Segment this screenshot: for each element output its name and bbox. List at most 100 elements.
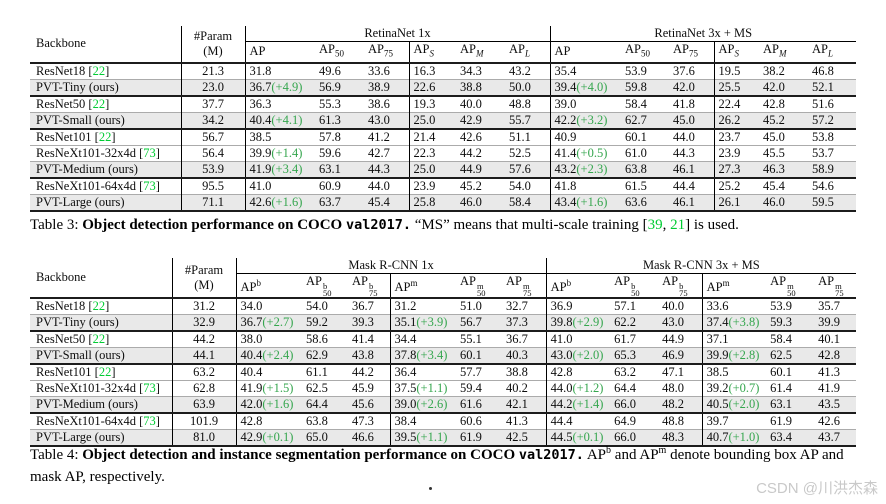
gain-delta: (+0.7) <box>728 381 760 395</box>
citation-link[interactable]: 21 <box>670 217 686 233</box>
value-cell: 57.1 <box>614 299 636 313</box>
col-header-metric: APM <box>759 41 808 64</box>
col-header-metric: APm <box>389 273 456 299</box>
col-header-metric: APS <box>713 41 759 64</box>
gain-delta: (+1.0) <box>728 430 760 444</box>
table-row: PVT-Medium (ours) 53.9 41.9(+3.4) 63.1 44.3 2… <box>30 160 857 178</box>
value-cell: 44.4 <box>669 176 714 194</box>
value-cell: 42.8 <box>814 347 857 364</box>
value-cell: 41.8 <box>549 176 621 194</box>
value-cell: 38.5 <box>245 127 315 145</box>
value-cell: 40.4 <box>236 363 302 381</box>
backbone-cell: ResNet50 [22] <box>30 330 172 348</box>
value-cell: 53.9 <box>625 63 647 78</box>
value-cell: 37.6 <box>673 63 695 78</box>
gain-delta: (+3.9) <box>416 315 448 329</box>
value-cell: 56.7 <box>456 314 502 331</box>
value-cell: 45.4 <box>759 176 808 194</box>
backbone-cell: ResNet101 [22] <box>30 363 172 381</box>
value-cell: 43.7 <box>814 429 857 447</box>
value-cell: 26.1 <box>713 193 759 212</box>
col-header-metric: AP m 75 <box>814 273 857 299</box>
param-cell: 44.2 <box>171 330 237 348</box>
citation-link[interactable]: 22 <box>98 365 112 379</box>
param-cell: 21.3 <box>180 62 246 79</box>
value-cell: 33.6 <box>368 63 390 78</box>
value-cell: 54.0 <box>505 176 550 194</box>
value-cell: 64.4 <box>302 396 348 413</box>
gain-delta: (+1.6) <box>262 397 294 411</box>
value-cell: 26.2 <box>713 111 759 129</box>
value-cell: 43.2 <box>509 63 531 78</box>
value-cell: 55.1 <box>456 330 502 348</box>
value-cell: 39.9(+2.8) <box>701 347 767 364</box>
value-cell: 59.3 <box>766 314 815 331</box>
backbone-cell: ResNet50 [22] <box>30 94 181 112</box>
col-header-metric: AP m 75 <box>502 273 547 299</box>
value-cell: 58.4 <box>621 94 669 112</box>
gain-delta: (+3.4) <box>416 348 448 362</box>
value-cell: 60.9 <box>315 176 364 194</box>
citation-link[interactable]: 22 <box>92 299 106 313</box>
param-cell: 101.9 <box>171 412 237 430</box>
citation-link[interactable]: 22 <box>92 332 106 346</box>
citation-link[interactable]: 22 <box>92 96 106 111</box>
value-cell: 58.6 <box>302 330 348 348</box>
value-cell: 41.3 <box>814 363 857 381</box>
backbone-cell: ResNeXt101-64x4d [73] <box>30 412 172 430</box>
value-cell: 48.0 <box>658 380 703 397</box>
citation-link[interactable]: 73 <box>143 381 156 395</box>
value-cell: 46.1 <box>669 160 714 178</box>
value-cell: 61.0 <box>621 144 669 161</box>
value-cell: 61.7 <box>610 330 659 348</box>
value-cell: 37.1 <box>701 330 767 348</box>
col-header-metric: APb <box>236 273 302 299</box>
citation-link[interactable]: 39 <box>647 217 663 233</box>
value-cell: 62.5 <box>302 380 348 397</box>
param-cell: 62.8 <box>171 380 237 397</box>
citation-link[interactable]: 73 <box>143 178 156 193</box>
value-cell: 39.2(+0.7) <box>701 380 767 397</box>
gain-delta: (+1.4) <box>572 397 604 411</box>
value-cell: 42.8 <box>759 94 808 112</box>
value-cell: 41.0 <box>545 330 611 348</box>
citation-link[interactable]: 22 <box>98 129 112 144</box>
value-cell: 53.8 <box>808 127 857 145</box>
value-cell: 55.3 <box>315 94 364 112</box>
col-header-metric: AP50 <box>621 41 669 64</box>
value-cell: 38.5 <box>701 363 767 381</box>
value-cell: 46.9 <box>658 347 703 364</box>
value-cell: 51.1 <box>505 127 550 145</box>
value-cell: 58.4 <box>766 330 815 348</box>
value-cell: 64.4 <box>610 380 659 397</box>
gain-delta: (+1.6) <box>576 194 608 209</box>
table-row: ResNeXt101-64x4d [73] 101.9 42.8 63.8 47.3 38… <box>30 412 857 430</box>
value-cell: 31.8 <box>249 63 272 78</box>
param-cell: 63.9 <box>171 396 237 413</box>
param-cell: 81.0 <box>171 429 237 447</box>
backbone-cell: PVT-Tiny (ours) <box>30 78 181 96</box>
value-cell: 54.6 <box>808 176 857 194</box>
value-cell: 59.4 <box>456 380 502 397</box>
citation-link[interactable]: 22 <box>92 63 106 78</box>
col-header-metric: AP <box>549 41 621 64</box>
value-cell: 64.9 <box>610 412 659 430</box>
value-cell: 35.7 <box>818 299 840 313</box>
value-cell: 44.9 <box>456 160 505 178</box>
table-row: ResNet18 [22] 21.3 31.8 49.6 33.6 16.3 34.3 43.… <box>30 62 856 79</box>
table-row: ResNet50 [22] 37.7 36.3 55.3 38.6 19.3 40.0 48.… <box>30 94 857 112</box>
value-cell: 63.8 <box>302 412 348 430</box>
value-cell: 48.2 <box>658 396 703 413</box>
value-cell: 43.0 <box>364 111 409 129</box>
value-cell: 63.8 <box>621 160 669 178</box>
value-cell: 62.5 <box>766 347 815 364</box>
col-header-metric: APL <box>505 41 550 64</box>
col-header-metric: AP b 50 <box>302 273 348 299</box>
value-cell: 42.8 <box>545 363 611 381</box>
citation-link[interactable]: 73 <box>143 145 156 160</box>
value-cell: 36.3 <box>245 94 315 112</box>
value-cell: 51.0 <box>460 299 482 313</box>
value-cell: 35.4 <box>549 62 621 79</box>
value-cell: 53.9 <box>770 299 792 313</box>
citation-link[interactable]: 73 <box>143 414 156 428</box>
